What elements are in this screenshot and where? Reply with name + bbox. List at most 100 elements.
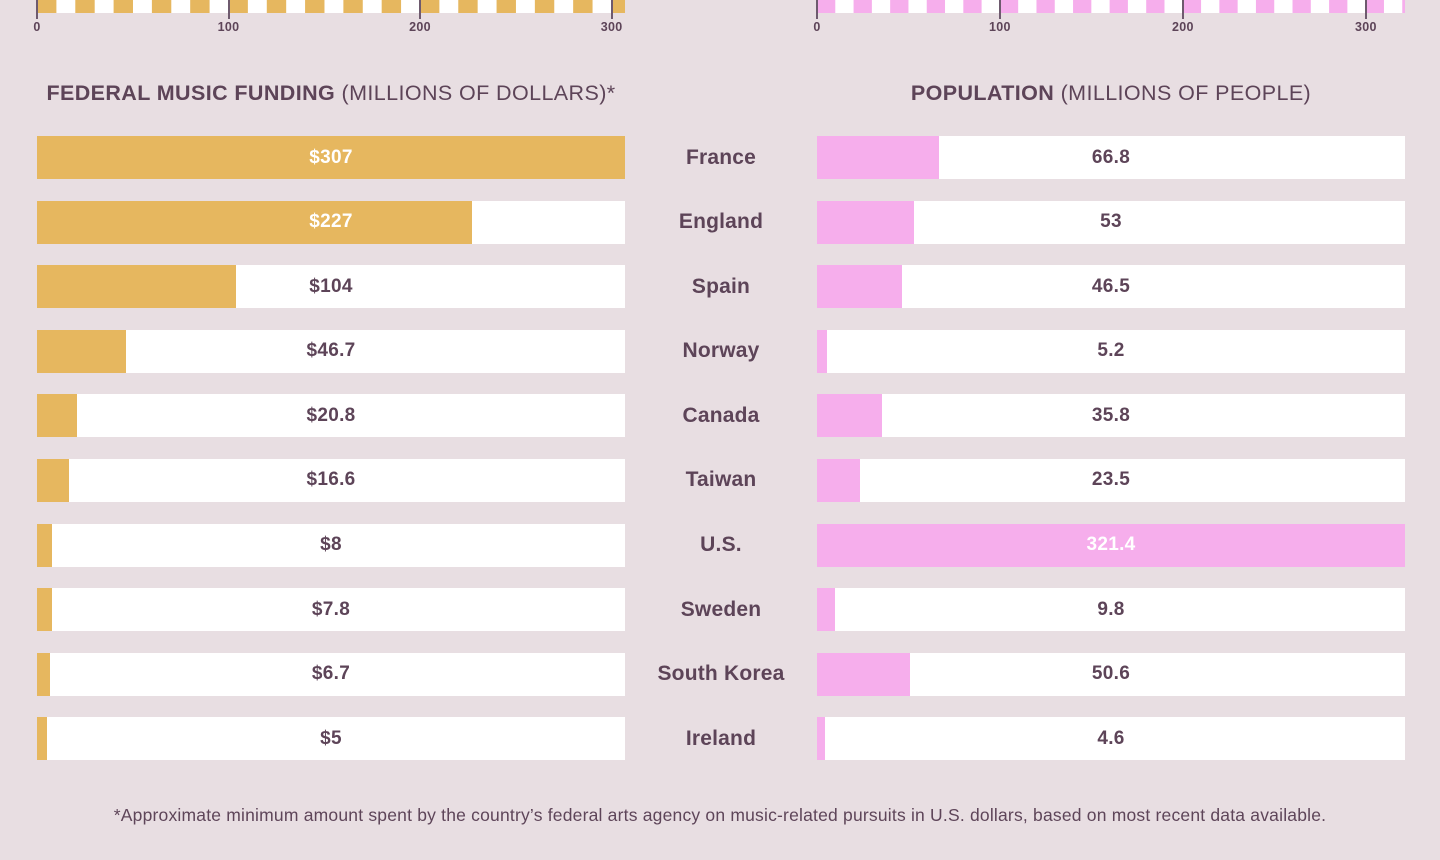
- bar-fill: [37, 458, 69, 502]
- axis-tick-label: 200: [1172, 20, 1194, 34]
- funding-title-text: FEDERAL MUSIC FUNDING: [46, 81, 336, 105]
- bar-fill: [817, 329, 827, 373]
- bar-value-label: 4.6: [1097, 727, 1125, 749]
- population-bars-column: 66.8 53 46.5 5.2 35.8 23.5 321.4 9.8 50.6 4.6: [817, 136, 1405, 761]
- bar-value-label: 23.5: [1091, 469, 1131, 491]
- population-title-unit: (MILLIONS OF PEOPLE): [1060, 81, 1312, 105]
- bar-fill: [817, 200, 914, 244]
- bar-fill: [37, 136, 625, 179]
- country-labels-column: France England Spain Norway Canada Taiwan U.S.…: [625, 136, 817, 760]
- population-chart-title: POPULATION (MILLIONS OF PEOPLE): [817, 80, 1405, 106]
- funding-bar-row: $46.7: [37, 329, 625, 373]
- axis-tick-label: 100: [217, 20, 240, 34]
- bar-value-label: 35.8: [1091, 404, 1131, 426]
- bar-value-label: 46.5: [1091, 275, 1131, 297]
- population-axis: 0 100 200 300: [813, 0, 1405, 36]
- axis-tick: [36, 0, 38, 19]
- axis-tick: [998, 0, 1001, 19]
- bar-fill: [37, 652, 50, 696]
- funding-bar-row: $20.8: [37, 394, 625, 438]
- country-label: U.S.: [700, 533, 742, 557]
- bar-value-label: 50.6: [1091, 663, 1131, 685]
- funding-axis: 0 100 200 300: [33, 0, 625, 36]
- bar-fill: [817, 394, 883, 438]
- population-bar-row: 46.5: [817, 265, 1405, 309]
- bar-value-label: $16.6: [306, 469, 356, 491]
- population-title-text: POPULATION: [910, 81, 1055, 105]
- funding-bar-row: $6.7: [37, 652, 625, 696]
- funding-chart-title: FEDERAL MUSIC FUNDING (MILLIONS OF DOLLA…: [37, 80, 625, 106]
- funding-bar-row: $104: [37, 265, 625, 309]
- axis-tick: [1364, 0, 1367, 19]
- population-bar-row: 50.6: [817, 652, 1405, 696]
- axis-tick-label: 0: [33, 20, 41, 34]
- bar-value-label: 321.4: [1086, 534, 1136, 556]
- bar-value-label: 5.2: [1097, 340, 1125, 362]
- bar-value-label: 66.8: [1091, 146, 1131, 168]
- bar-fill: [817, 458, 860, 502]
- bar-fill: [37, 329, 127, 373]
- population-scale-ribbon: [817, 0, 1405, 13]
- funding-bar-row: $7.8: [37, 588, 625, 632]
- population-bar-row: 23.5: [817, 458, 1405, 502]
- bar-fill: [37, 717, 47, 761]
- population-bar-row: 4.6: [817, 717, 1405, 761]
- bar-fill: [37, 394, 77, 438]
- bar-value-label: $227: [309, 211, 353, 233]
- bar-fill: [37, 523, 53, 567]
- funding-bar-row: $8: [37, 523, 625, 567]
- funding-bars-column: $307 $227 $104 $46.7 $20.8 $16.6 $8 $7.8 $6.7 $5: [37, 136, 625, 761]
- bar-fill: [817, 588, 835, 632]
- bar-value-label: 9.8: [1097, 598, 1125, 620]
- axis-tick: [419, 0, 422, 19]
- bar-fill: [817, 523, 1405, 567]
- bar-fill: [37, 265, 237, 309]
- funding-bar-row: $5: [37, 717, 625, 761]
- bar-fill: [817, 652, 910, 696]
- country-label: Spain: [691, 274, 751, 298]
- bar-fill: [817, 717, 826, 761]
- population-bar-row: 66.8: [817, 136, 1405, 179]
- country-label: Sweden: [680, 597, 762, 621]
- axis-tick-label: 100: [989, 20, 1011, 34]
- funding-bar-row: $307: [37, 136, 625, 179]
- bar-value-label: $8: [320, 534, 342, 556]
- funding-bar-row: $227: [37, 200, 625, 244]
- population-bar-row: 35.8: [817, 394, 1405, 438]
- population-bar-row: 5.2: [817, 329, 1405, 373]
- axis-tick: [610, 0, 613, 19]
- bar-value-label: $7.8: [311, 598, 351, 620]
- funding-title-unit: (MILLIONS OF DOLLARS)*: [341, 81, 616, 105]
- axis-tick: [227, 0, 230, 19]
- axis-tick-label: 300: [600, 20, 623, 34]
- funding-bar-row: $16.6: [37, 458, 625, 502]
- bar-value-label: $307: [309, 146, 353, 168]
- country-label: Norway: [682, 339, 760, 363]
- axis-tick-label: 300: [1354, 20, 1377, 34]
- axis-tick-label: 0: [813, 20, 821, 34]
- bar-value-label: $104: [309, 275, 353, 297]
- bar-value-label: 53: [1100, 211, 1122, 233]
- bar-fill: [37, 588, 52, 632]
- bar-value-label: $46.7: [306, 340, 356, 362]
- country-label: Taiwan: [685, 468, 757, 492]
- bar-fill: [817, 265, 903, 309]
- population-bar-row: 321.4: [817, 523, 1405, 567]
- funding-scale-ribbon: [37, 0, 625, 13]
- bar-value-label: $6.7: [311, 663, 351, 685]
- population-bar-row: 9.8: [817, 588, 1405, 632]
- axis-tick-label: 200: [409, 20, 431, 34]
- footnote: *Approximate minimum amount spent by the…: [113, 805, 1327, 825]
- country-label: Canada: [682, 403, 760, 427]
- country-label: Ireland: [685, 726, 757, 750]
- population-bar-row: 53: [817, 200, 1405, 244]
- bar-value-label: $20.8: [306, 404, 356, 426]
- country-label: England: [678, 210, 764, 234]
- country-label: South Korea: [657, 662, 785, 686]
- bar-fill: [817, 136, 940, 179]
- axis-tick: [816, 0, 818, 19]
- axis-tick: [1181, 0, 1184, 19]
- bar-fill: [37, 200, 472, 244]
- bar-value-label: $5: [320, 727, 342, 749]
